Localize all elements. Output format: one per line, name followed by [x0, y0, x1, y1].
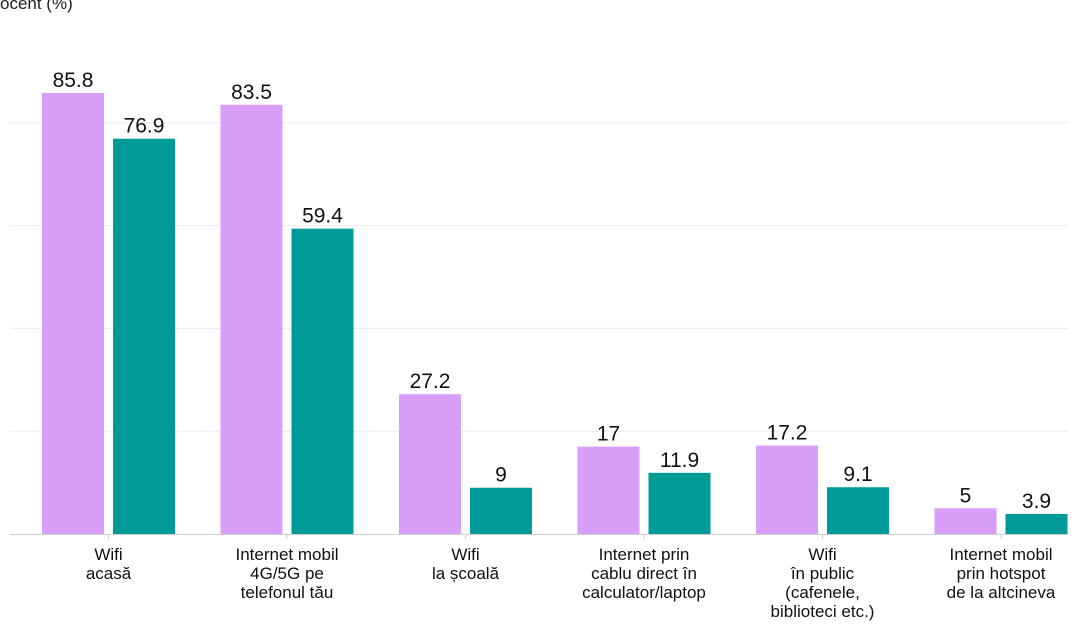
- data-label: 5: [960, 484, 972, 507]
- data-label: 76.9: [124, 115, 165, 138]
- bar: [399, 394, 461, 534]
- data-label: 27.2: [410, 370, 451, 393]
- data-label: 9: [495, 464, 507, 487]
- data-label: 85.8: [53, 69, 94, 92]
- bar: [934, 508, 997, 534]
- bar: [220, 104, 283, 534]
- bar: [827, 487, 889, 534]
- data-label: 83.5: [231, 81, 272, 104]
- category-label: Internet mobil 4G/5G pe telefonul tău: [235, 545, 339, 602]
- bar: [291, 228, 354, 534]
- bar: [648, 472, 711, 534]
- category-label: Wifi în public (cafenele, biblioteci etc…: [770, 545, 875, 621]
- bar: [1005, 513, 1068, 534]
- data-label: 11.9: [660, 449, 699, 472]
- bar: [756, 445, 818, 534]
- data-label: 59.4: [302, 205, 343, 228]
- data-label: 3.9: [1022, 490, 1051, 513]
- category-label: Wifi acasă: [85, 545, 132, 583]
- data-label: 17: [597, 423, 620, 446]
- data-label: 17.2: [767, 422, 808, 445]
- bar: [577, 446, 640, 534]
- bar: [42, 92, 104, 534]
- category-label: Wifi la școală: [431, 545, 500, 583]
- data-label: 9.1: [843, 463, 872, 486]
- bar: [113, 138, 175, 534]
- category-label: Internet prin cablu direct în calculator…: [582, 545, 706, 602]
- bar: [470, 487, 532, 534]
- category-label: Internet mobil prin hotspot de la altcin…: [946, 545, 1056, 602]
- y-axis-label: ocent (%): [0, 0, 73, 13]
